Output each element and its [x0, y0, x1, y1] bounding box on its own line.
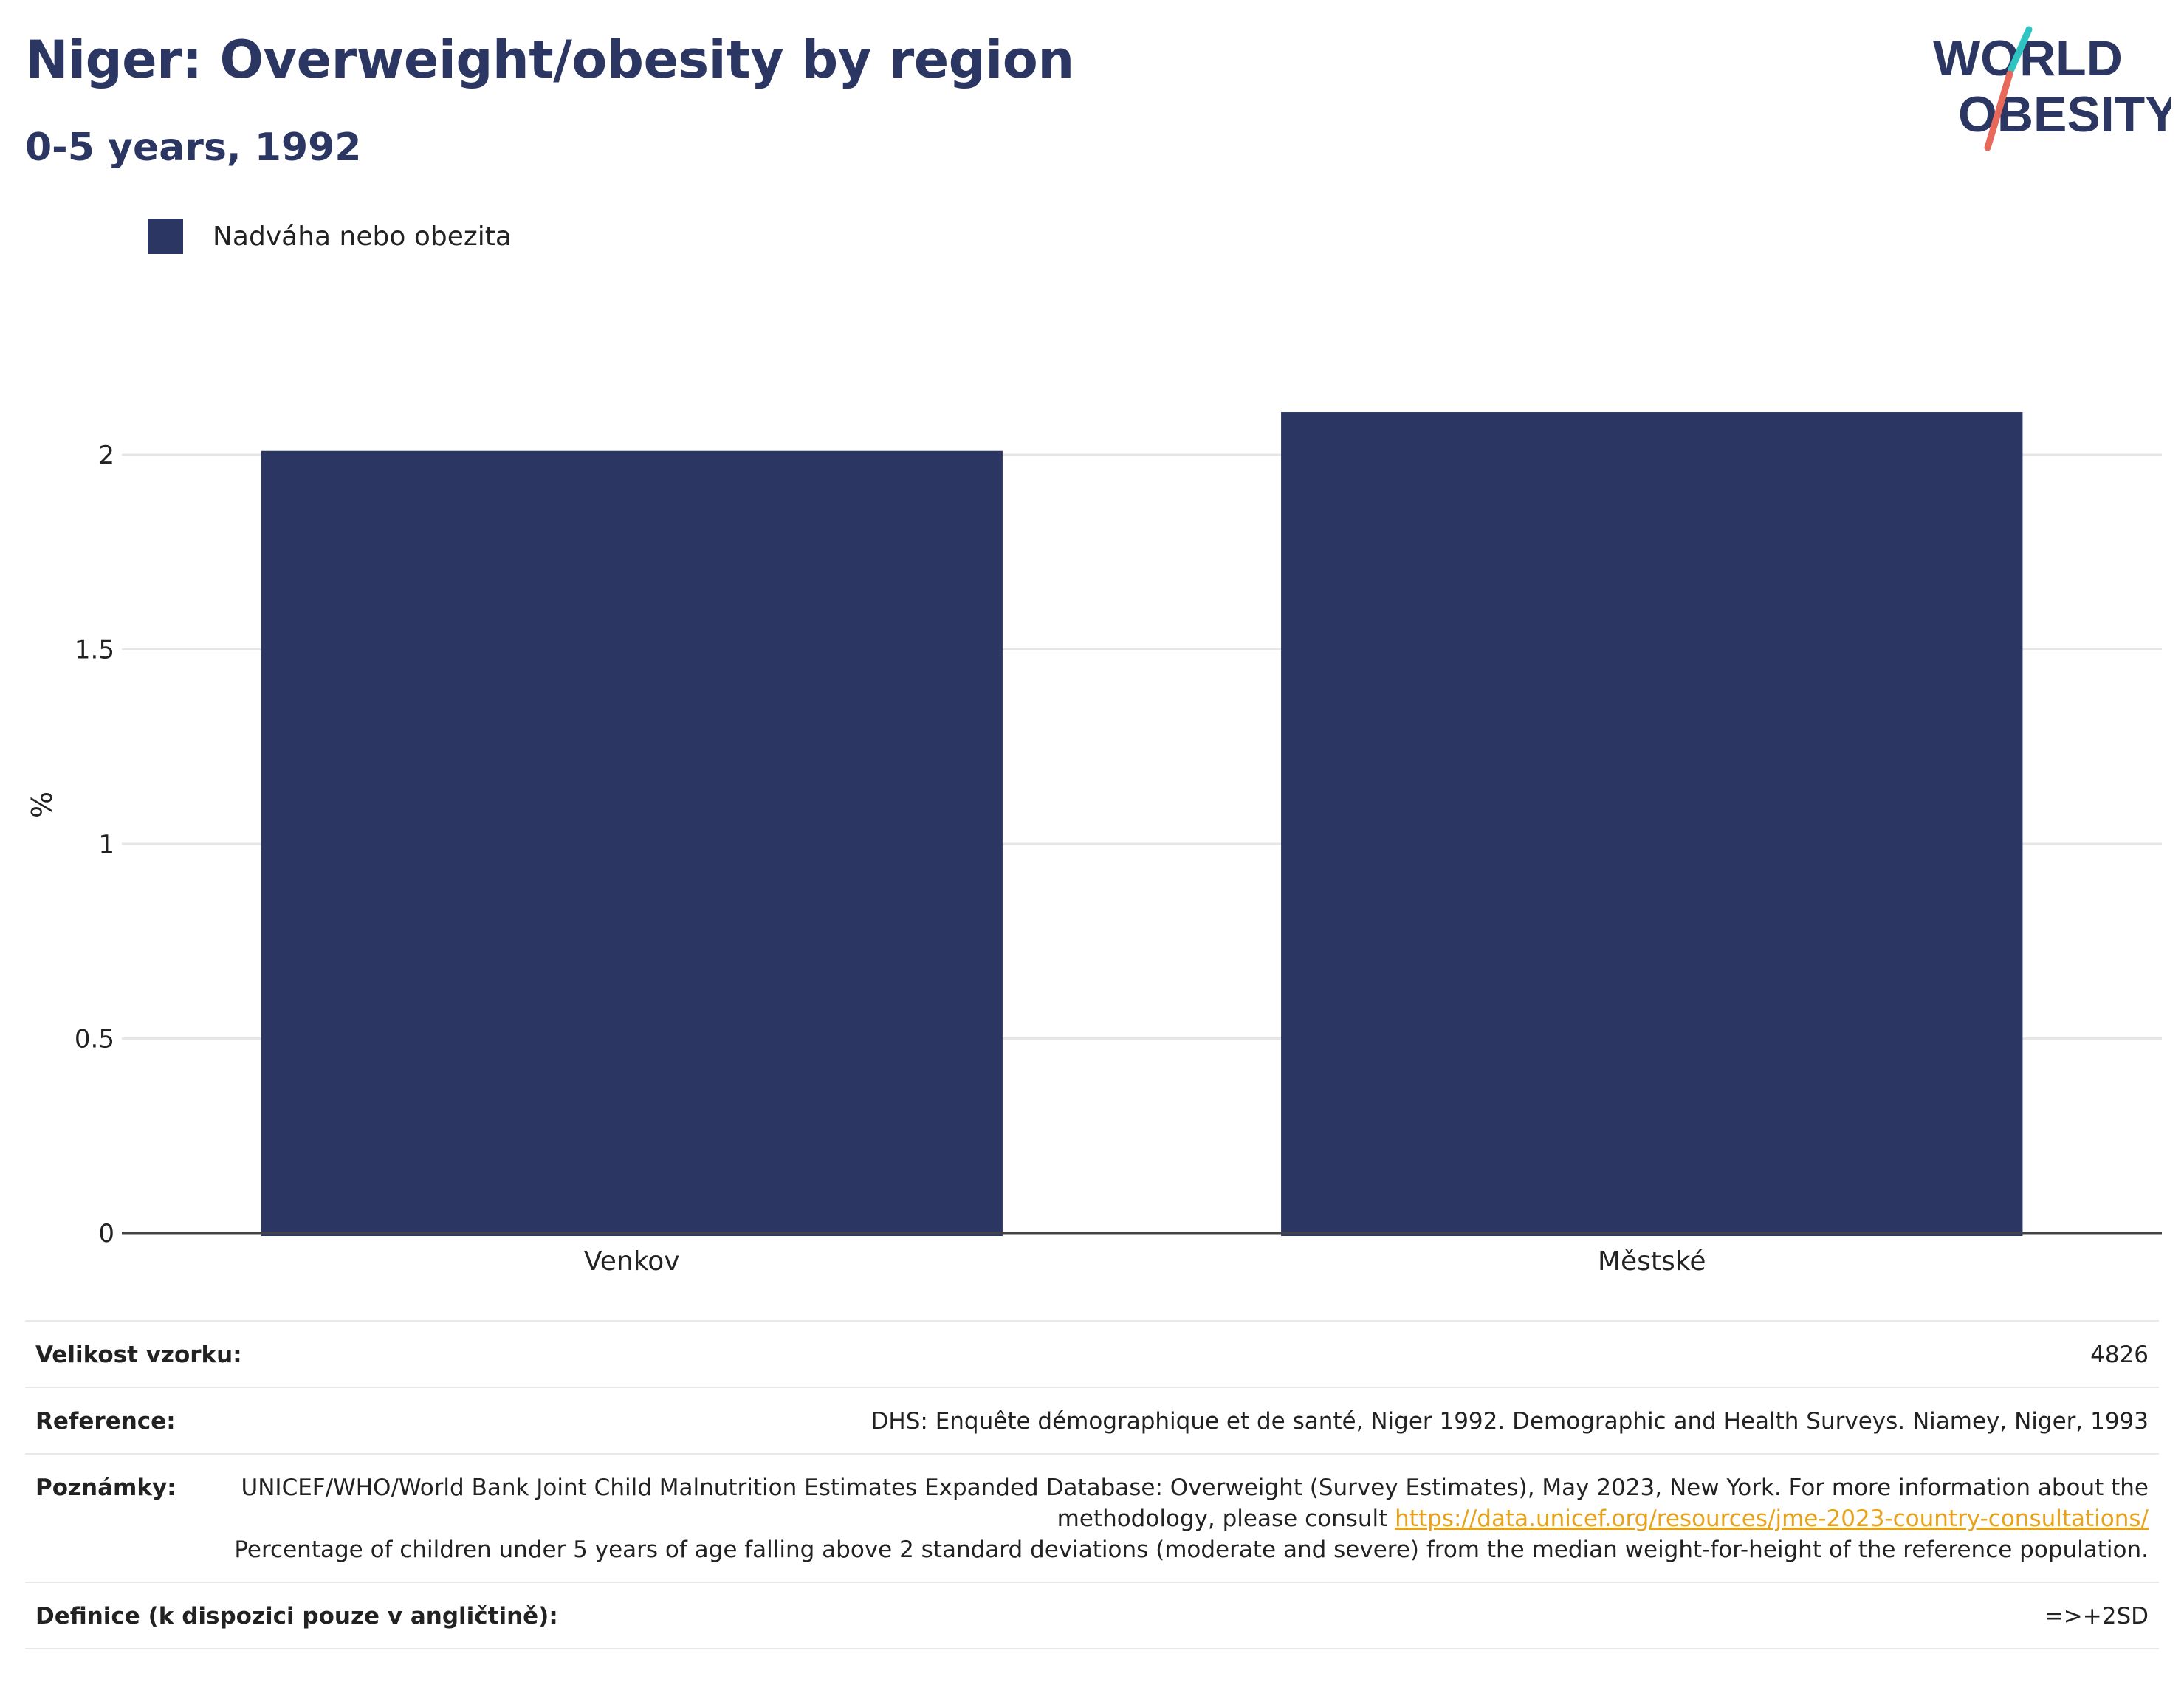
- sample-size-label: Velikost vzorku:: [35, 1342, 242, 1368]
- legend-swatch: [148, 219, 183, 254]
- definition-label: Definice (k dispozici pouze v angličtině…: [35, 1603, 558, 1630]
- world-obesity-logo: WORLD OBESITY: [1933, 26, 2171, 151]
- y-tick-label: 1.5: [75, 636, 114, 665]
- y-tick-label: 0: [98, 1219, 114, 1249]
- definition-value: =>+2SD: [2044, 1603, 2149, 1630]
- notes-text: UNICEF/WHO/World Bank Joint Child Malnut…: [241, 1474, 2149, 1532]
- notes-value: UNICEF/WHO/World Bank Joint Child Malnut…: [221, 1472, 2149, 1565]
- y-tick-label: 1: [98, 830, 114, 859]
- definition-row: Definice (k dispozici pouze v angličtině…: [25, 1582, 2159, 1649]
- chart-legend[interactable]: Nadváha nebo obezita: [148, 219, 512, 254]
- bar[interactable]: [1281, 412, 2023, 1236]
- sample-size-value: 4826: [2090, 1342, 2149, 1368]
- chart-title: Niger: Overweight/obesity by region: [25, 30, 1074, 90]
- notes-definition-text: Percentage of children under 5 years of …: [234, 1537, 2149, 1563]
- bar[interactable]: [261, 450, 1003, 1236]
- x-tick-label: Venkov: [584, 1246, 680, 1277]
- y-tick-label: 0.5: [75, 1025, 114, 1054]
- chart-subtitle: 0-5 years, 1992: [25, 126, 362, 170]
- reference-value: DHS: Enquête démographique et de santé, …: [870, 1408, 2149, 1435]
- reference-label: Reference:: [35, 1408, 176, 1435]
- notes-label: Poznámky:: [35, 1474, 176, 1501]
- x-tick-label: Městské: [1598, 1246, 1706, 1277]
- y-tick-label: 2: [98, 441, 114, 470]
- sample-size-row: Velikost vzorku: 4826: [25, 1320, 2159, 1387]
- y-axis-title: %: [26, 792, 58, 818]
- chart-metadata-table: Velikost vzorku: 4826 Reference: DHS: En…: [25, 1320, 2159, 1649]
- bar-chart: 0 0.5 1 1.5 2 Venkov Městské%: [26, 412, 2162, 1277]
- notes-row: Poznámky: UNICEF/WHO/World Bank Joint Ch…: [25, 1453, 2159, 1582]
- legend-label: Nadváha nebo obezita: [213, 221, 512, 252]
- reference-row: Reference: DHS: Enquête démographique et…: [25, 1387, 2159, 1453]
- logo-slash-coral: [1984, 70, 2013, 151]
- logo-slash-teal: [2008, 26, 2033, 73]
- methodology-link[interactable]: https://data.unicef.org/resources/jme-20…: [1395, 1506, 2149, 1532]
